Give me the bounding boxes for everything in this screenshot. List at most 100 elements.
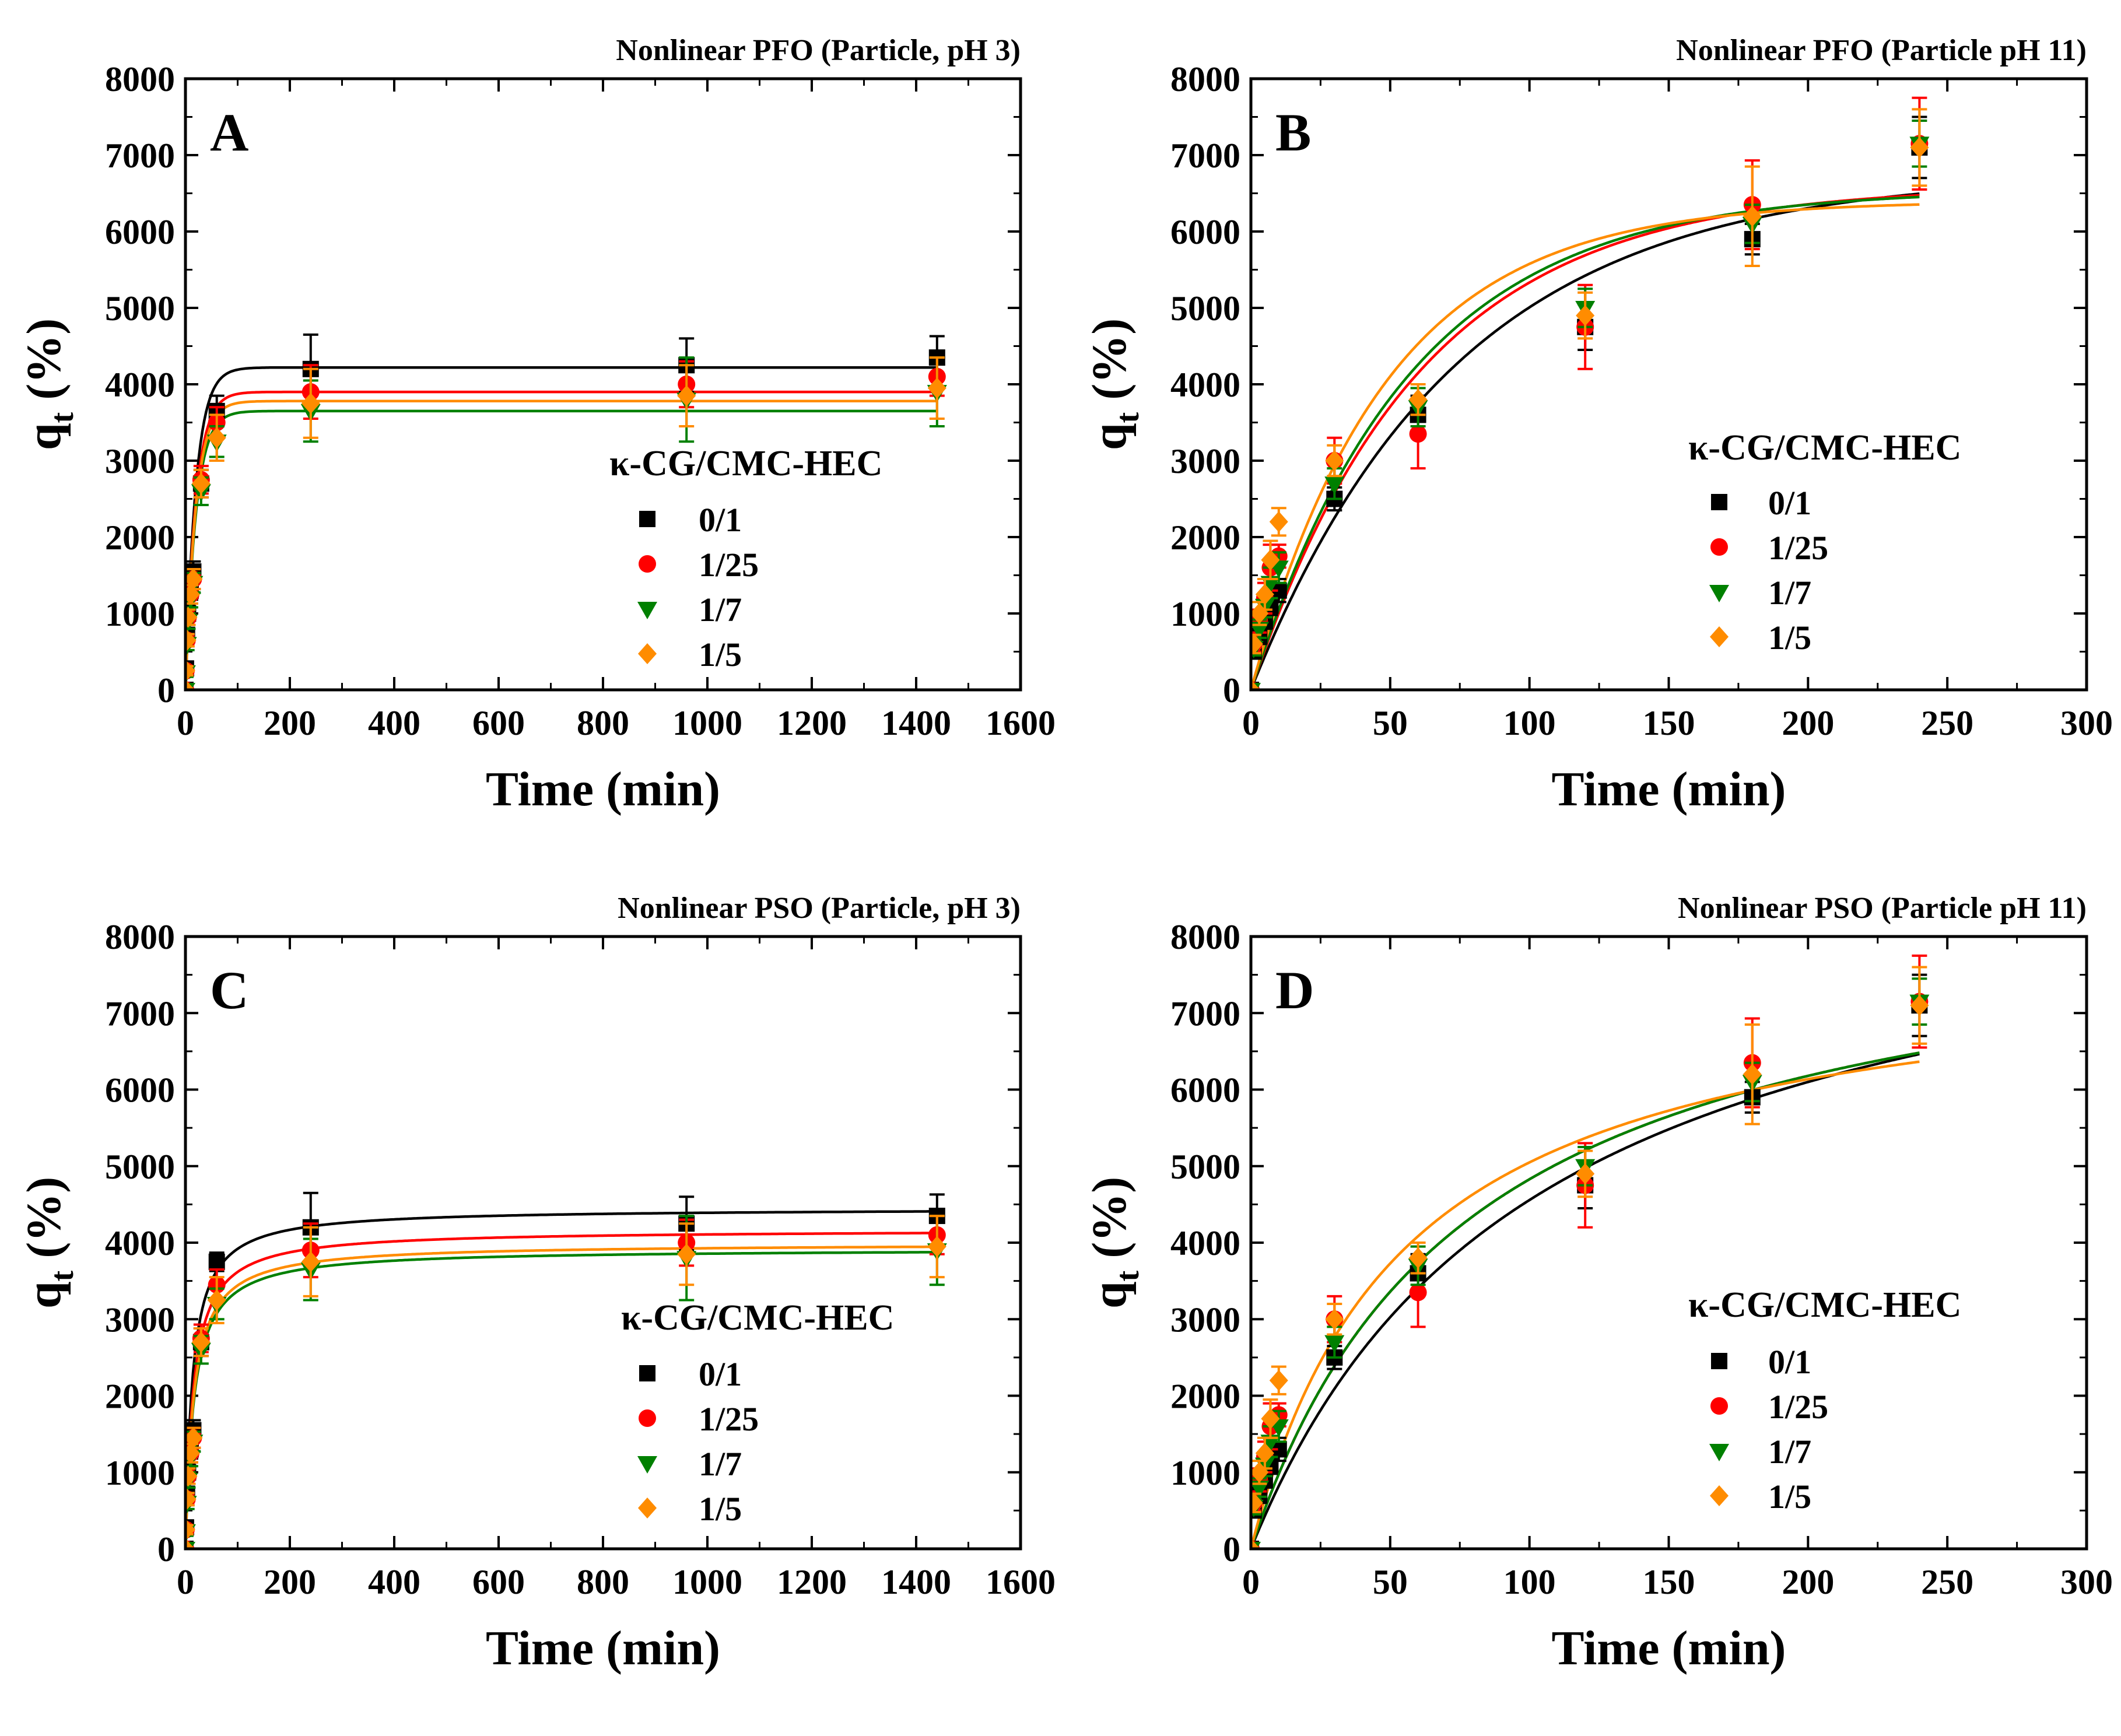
legend-label: 1/5 [1768,1478,1811,1516]
data-point [185,679,195,690]
x-tick-label: 150 [1643,1563,1695,1601]
data-point [185,569,203,590]
data-point [207,427,226,448]
legend-label: 1/5 [699,636,742,674]
legend-label: 1/7 [699,1445,742,1483]
y-tick-label: 1000 [105,595,175,633]
legend-marker [637,1456,657,1474]
data-point [185,1519,195,1541]
x-tick-label: 250 [1921,704,1973,742]
legend: κ-CG/CMC-HEC 0/1 1/25 1/7 1/5 [1688,1285,1961,1516]
data-point [301,1251,320,1272]
data-point [1251,1461,1269,1483]
panel-title: Nonlinear PFO (Particle, pH 3) [616,34,1021,67]
y-tick-label: 8000 [1170,60,1240,99]
x-tick-label: 200 [264,1563,316,1601]
chart-panel-b: Nonlinear PFO (Particle pH 11) B 0 50 100 150… [1082,34,2113,816]
data-point [191,473,211,495]
chart-panel-a: Nonlinear PFO (Particle, pH 3) A 0 200 400 60… [17,34,1056,816]
legend-marker [639,1409,656,1427]
x-tick-label: 100 [1503,704,1556,742]
x-tick-label: 200 [1782,1563,1834,1601]
y-axis-label-unit: (%) [17,1177,71,1271]
data-point [1743,1064,1762,1085]
plot-data [1251,96,1930,690]
x-axis-label: Time (min) [486,1621,720,1675]
y-tick-label: 8000 [105,60,175,99]
panel-letter: D [1275,960,1314,1020]
y-tick-label: 2000 [105,518,175,557]
data-point [1408,389,1428,411]
x-tick-label: 0 [1242,704,1260,742]
legend-label: 1/25 [699,546,759,584]
y-tick-label: 6000 [105,213,175,251]
y-axis-label-subscript: t [1110,1270,1146,1281]
y-tick-label: 4000 [105,366,175,404]
x-tick-label: 150 [1643,704,1695,742]
x-tick-label: 1200 [777,704,847,742]
data-point [1251,679,1260,690]
data-point [207,1289,226,1311]
y-axis-label-unit: (%) [1082,1177,1137,1271]
y-tick-label: 5000 [105,1148,175,1186]
panel-title: Nonlinear PSO (Particle, pH 3) [618,892,1021,925]
x-tick-label: 1000 [672,1563,742,1601]
data-point [1325,1309,1344,1330]
data-point [1255,584,1274,605]
panel-title: Nonlinear PFO (Particle pH 11) [1676,34,2087,67]
x-tick-label: 600 [472,1563,525,1601]
data-point [927,1236,946,1257]
data-point [208,1253,225,1270]
plot-frame [184,935,1022,1551]
data-point [1910,995,1929,1016]
data-point [1251,633,1263,655]
x-tick-label: 800 [577,704,629,742]
legend-marker [1710,626,1729,647]
legend-label: 0/1 [699,1355,742,1393]
x-axis-label: Time (min) [1551,1621,1786,1675]
plot-frame [1249,935,2088,1551]
legend-marker [1711,494,1727,510]
legend-marker [639,555,656,573]
y-tick-label: 6000 [105,1071,175,1110]
plot-frame [184,77,1022,692]
data-point [1576,1163,1595,1184]
legend-title: κ-CG/CMC-HEC [621,1298,894,1338]
y-axis-label-subscript: t [1110,412,1146,423]
x-tick-label: 50 [1373,704,1408,742]
x-tick-label: 1600 [986,1563,1056,1601]
legend-marker [1709,1444,1729,1461]
legend-label: 1/25 [1768,529,1828,567]
y-tick-label: 2000 [1170,518,1240,557]
plot-frame [1249,77,2088,692]
y-axis-label-unit: (%) [1082,318,1137,412]
legend-marker [637,602,657,619]
y-tick-label: 2000 [105,1377,175,1416]
y-tick-label: 6000 [1170,1071,1240,1110]
y-axis-label-main: q [17,1281,71,1309]
data-point [1251,622,1270,640]
data-point [301,392,320,414]
legend-title: κ-CG/CMC-HEC [1688,1285,1961,1325]
fit-curve-1-5 [1251,1060,1920,1549]
legend-label: 1/7 [1768,574,1811,612]
legend-label: 1/5 [1768,619,1811,657]
y-axis-label-main: q [17,423,71,450]
legend-label: 1/25 [699,1400,759,1438]
y-tick-label: 7000 [1170,994,1240,1033]
data-point [1325,450,1344,471]
data-point [1251,1538,1260,1549]
fit-curve-1-5 [1251,203,1920,690]
x-tick-label: 1000 [672,704,742,742]
y-tick-label: 8000 [1170,918,1240,956]
y-axis-label-subscript: t [44,412,80,423]
x-tick-label: 0 [177,1563,194,1601]
y-tick-label: 0 [157,671,175,710]
data-point [185,1465,198,1487]
x-tick-label: 200 [264,704,316,742]
legend-title: κ-CG/CMC-HEC [1688,428,1961,468]
y-tick-label: 7000 [105,136,175,175]
panel-letter: C [210,960,248,1020]
y-tick-label: 4000 [1170,366,1240,404]
